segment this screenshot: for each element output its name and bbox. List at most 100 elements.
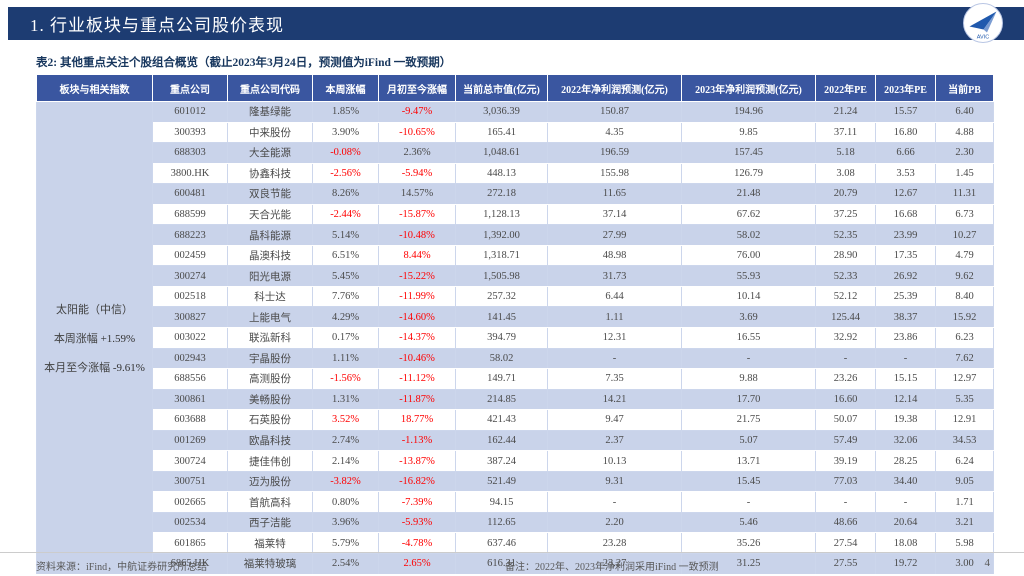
table-row: 688223 晶科能源 5.14% -10.48% 1,392.00 27.99… bbox=[37, 224, 994, 246]
cell-np-2022: 1.11 bbox=[547, 306, 682, 329]
cell-pe-2023: 16.68 bbox=[875, 203, 936, 226]
cell-month-change: -10.48% bbox=[378, 224, 456, 246]
table-row: 300274 阳光电源 5.45% -15.22% 1,505.98 31.73… bbox=[37, 265, 994, 287]
cell-market-cap: 58.02 bbox=[455, 347, 548, 370]
cell-month-change: -15.87% bbox=[378, 203, 456, 226]
cell-np-2023: 10.14 bbox=[681, 285, 816, 308]
table-row: 002518 科士达 7.76% -11.99% 257.32 6.44 10.… bbox=[37, 285, 994, 308]
cell-pb: 4.88 bbox=[935, 121, 994, 144]
sector-summary-cell: 太阳能（中信） 本周涨幅 +1.59% 本月至今涨幅 -9.61% bbox=[36, 101, 153, 575]
cell-pe-2022: 50.07 bbox=[815, 409, 876, 431]
cell-pb: 10.27 bbox=[935, 224, 994, 246]
cell-week-change: 2.54% bbox=[312, 553, 379, 575]
cell-np-2022: 31.73 bbox=[547, 265, 682, 287]
cell-pb: 12.91 bbox=[935, 409, 994, 431]
col-header-np-2023: 2023年净利润预测(亿元) bbox=[681, 74, 816, 102]
col-header-pe-2022: 2022年PE bbox=[815, 74, 876, 102]
cell-np-2022: 150.87 bbox=[547, 101, 682, 123]
cell-pb: 6.73 bbox=[935, 203, 994, 226]
cell-market-cap: 165.41 bbox=[455, 121, 548, 144]
cell-week-change: 2.14% bbox=[312, 450, 379, 472]
cell-pe-2022: 125.44 bbox=[815, 306, 876, 329]
cell-company-code: 002534 bbox=[152, 511, 228, 534]
table-row: 002459 晶澳科技 6.51% 8.44% 1,318.71 48.98 7… bbox=[37, 244, 994, 267]
cell-company-name: 大全能源 bbox=[227, 142, 313, 164]
cell-pb: 12.97 bbox=[935, 368, 994, 390]
cell-pe-2022: 37.11 bbox=[815, 121, 876, 144]
cell-pe-2022: 57.49 bbox=[815, 429, 876, 452]
cell-np-2022: 2.20 bbox=[547, 511, 682, 534]
cell-pb: 5.35 bbox=[935, 388, 994, 411]
col-header-company: 重点公司 bbox=[152, 74, 228, 102]
cell-company-code: 300724 bbox=[152, 450, 228, 472]
cell-company-name: 隆基绿能 bbox=[227, 101, 313, 123]
cell-np-2023: 5.07 bbox=[681, 429, 816, 452]
footer-note: 备注：2022年、2023年净利润采用iFind 一致预测 bbox=[505, 562, 719, 573]
cell-np-2022: 27.99 bbox=[547, 224, 682, 246]
table-row: 688303 大全能源 -0.08% 2.36% 1,048.61 196.59… bbox=[37, 142, 994, 164]
cell-company-code: 601865 bbox=[152, 532, 228, 555]
cell-np-2023: 9.88 bbox=[681, 368, 816, 390]
cell-market-cap: 616.31 bbox=[455, 553, 548, 575]
cell-np-2023: 67.62 bbox=[681, 203, 816, 226]
cell-market-cap: 214.85 bbox=[455, 388, 548, 411]
cell-pe-2023: 18.08 bbox=[875, 532, 936, 555]
cell-pe-2023: 19.72 bbox=[875, 553, 936, 575]
cell-market-cap: 448.13 bbox=[455, 162, 548, 185]
cell-week-change: -1.56% bbox=[312, 368, 379, 390]
cell-pe-2022: - bbox=[815, 491, 876, 513]
cell-pb: 3.00 bbox=[935, 553, 994, 575]
table-row: 688556 高测股份 -1.56% -11.12% 149.71 7.35 9… bbox=[37, 368, 994, 390]
cell-month-change: -11.99% bbox=[378, 285, 456, 308]
table-row: 300724 捷佳伟创 2.14% -13.87% 387.24 10.13 1… bbox=[37, 450, 994, 472]
cell-np-2023: 5.46 bbox=[681, 511, 816, 534]
cell-pb: 8.40 bbox=[935, 285, 994, 308]
cell-company-name: 美畅股份 bbox=[227, 388, 313, 411]
cell-pe-2023: 23.86 bbox=[875, 327, 936, 349]
cell-company-code: 001269 bbox=[152, 429, 228, 452]
cell-np-2023: 31.25 bbox=[681, 553, 816, 575]
cell-market-cap: 94.15 bbox=[455, 491, 548, 513]
col-header-pe-2023: 2023年PE bbox=[875, 74, 936, 102]
col-header-month: 月初至今涨幅 bbox=[378, 74, 456, 102]
cell-pe-2023: 12.14 bbox=[875, 388, 936, 411]
cell-market-cap: 521.49 bbox=[455, 470, 548, 493]
cell-company-name: 协鑫科技 bbox=[227, 162, 313, 185]
cell-pe-2023: 19.38 bbox=[875, 409, 936, 431]
table-caption: 表2: 其他重点关注个股组合概览（截止2023年3月24日，预测值为iFind … bbox=[36, 57, 452, 69]
cell-pe-2023: 16.80 bbox=[875, 121, 936, 144]
page-number: 4 bbox=[984, 557, 991, 569]
cell-company-code: 688556 bbox=[152, 368, 228, 390]
cell-pe-2022: 27.55 bbox=[815, 553, 876, 575]
cell-market-cap: 162.44 bbox=[455, 429, 548, 452]
cell-np-2023: 76.00 bbox=[681, 244, 816, 267]
cell-np-2022: 2.37 bbox=[547, 429, 682, 452]
cell-company-code: 603688 bbox=[152, 409, 228, 431]
cell-np-2023: 16.55 bbox=[681, 327, 816, 349]
stock-table: 板块与相关指数 重点公司 重点公司代码 本周涨幅 月初至今涨幅 当前总市值(亿元… bbox=[36, 74, 994, 575]
cell-month-change: 18.77% bbox=[378, 409, 456, 431]
cell-company-name: 晶科能源 bbox=[227, 224, 313, 246]
cell-pe-2023: 32.06 bbox=[875, 429, 936, 452]
cell-pb: 3.21 bbox=[935, 511, 994, 534]
cell-month-change: -1.13% bbox=[378, 429, 456, 452]
cell-np-2022: 6.44 bbox=[547, 285, 682, 308]
table-row: 002665 首航高科 0.80% -7.39% 94.15 - - - - 1… bbox=[37, 491, 994, 513]
table-row: 603688 石英股份 3.52% 18.77% 421.43 9.47 21.… bbox=[37, 409, 994, 431]
cell-week-change: 3.90% bbox=[312, 121, 379, 144]
cell-pb: 6.23 bbox=[935, 327, 994, 349]
sector-month-change: 本月至今涨幅 -9.61% bbox=[44, 361, 145, 374]
cell-company-name: 福莱特 bbox=[227, 532, 313, 555]
cell-pe-2022: 37.25 bbox=[815, 203, 876, 226]
cell-month-change: -4.78% bbox=[378, 532, 456, 555]
cell-company-name: 阳光电源 bbox=[227, 265, 313, 287]
cell-week-change: -0.08% bbox=[312, 142, 379, 164]
cell-pe-2022: 52.12 bbox=[815, 285, 876, 308]
cell-pe-2022: 28.90 bbox=[815, 244, 876, 267]
col-header-sector: 板块与相关指数 bbox=[36, 74, 153, 102]
table-header: 板块与相关指数 重点公司 重点公司代码 本周涨幅 月初至今涨幅 当前总市值(亿元… bbox=[36, 74, 994, 102]
cell-market-cap: 1,392.00 bbox=[455, 224, 548, 246]
table-row: 300751 迈为股份 -3.82% -16.82% 521.49 9.31 1… bbox=[37, 470, 994, 493]
cell-pe-2023: 20.64 bbox=[875, 511, 936, 534]
